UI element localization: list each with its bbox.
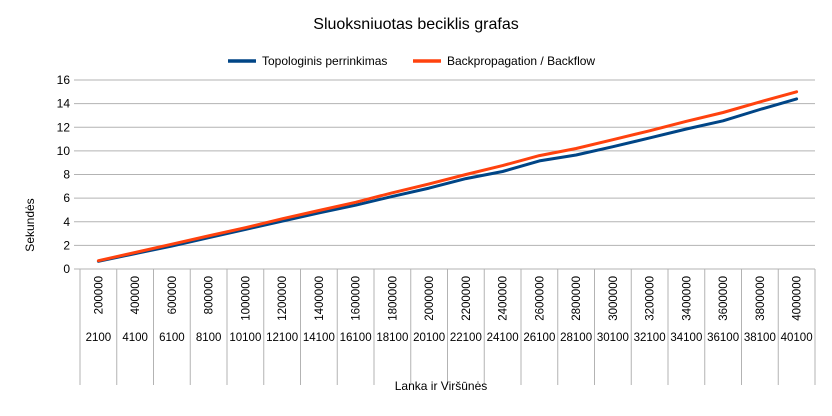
y-tick-label: 4 <box>63 215 70 229</box>
x-category-vertices-label: 34100 <box>670 332 702 344</box>
y-tick-label: 10 <box>57 144 71 158</box>
legend: Topologinis perrinkimas Backpropagation … <box>228 54 595 68</box>
x-category-edges-label: 200000 <box>93 276 105 314</box>
x-category-edges-label: 2800000 <box>571 276 583 321</box>
x-category-edges-label: 1000000 <box>240 276 252 321</box>
x-category-edges-label: 2600000 <box>534 276 546 321</box>
x-category-vertices-label: 12100 <box>266 332 298 344</box>
x-category-edges-label: 400000 <box>130 276 142 314</box>
x-category-vertices-label: 40100 <box>781 332 813 344</box>
x-category-edges-label: 3200000 <box>645 276 657 321</box>
series-line-0 <box>96 97 799 263</box>
x-category-vertices-label: 10100 <box>229 332 261 344</box>
plot-lines <box>96 90 799 263</box>
x-category-edges-label: 2000000 <box>424 276 436 321</box>
y-tick-label: 2 <box>63 238 70 252</box>
x-category-vertices-label: 30100 <box>597 332 629 344</box>
x-category-edges-label: 3000000 <box>608 276 620 321</box>
x-category-vertices-label: 4100 <box>122 332 148 344</box>
x-category-vertices-label: 16100 <box>340 332 372 344</box>
x-category-edges-label: 3600000 <box>718 276 730 321</box>
x-category-vertices-label: 6100 <box>159 332 185 344</box>
x-category-vertices-label: 20100 <box>413 332 445 344</box>
y-axis-title: Sekundės <box>23 198 37 251</box>
x-category-edges-label: 1800000 <box>387 276 399 321</box>
x-category-edges-label: 2400000 <box>498 276 510 321</box>
x-category-edges-label: 800000 <box>204 276 216 314</box>
x-axis-title: Lanka ir Viršūnės <box>395 379 488 393</box>
y-tick-label: 14 <box>57 97 71 111</box>
x-category-edges-label: 1600000 <box>351 276 363 321</box>
x-category-vertices-label: 8100 <box>196 332 222 344</box>
chart-title: Sluoksniuotas beciklis grafas <box>313 16 518 33</box>
x-category-vertices-label: 36100 <box>707 332 739 344</box>
x-category-edges-label: 1200000 <box>277 276 289 321</box>
x-category-vertices-label: 14100 <box>303 332 335 344</box>
x-category-vertices-label: 26100 <box>523 332 555 344</box>
y-tick-label: 8 <box>63 168 70 182</box>
x-category-vertices-label: 28100 <box>560 332 592 344</box>
x-category-vertices-label: 2100 <box>86 332 112 344</box>
y-tick-label: 6 <box>63 191 70 205</box>
y-tick-label: 0 <box>63 262 70 276</box>
x-category-edges-label: 3400000 <box>681 276 693 321</box>
y-tick-label: 12 <box>57 120 71 134</box>
x-category-vertices-label: 38100 <box>744 332 776 344</box>
x-category-vertices-label: 24100 <box>487 332 519 344</box>
x-category-edges-label: 2200000 <box>461 276 473 321</box>
x-category-edges-label: 3800000 <box>755 276 767 321</box>
legend-label-backpropagation: Backpropagation / Backflow <box>447 54 595 68</box>
y-tick-label: 16 <box>57 73 71 87</box>
x-category-vertices-label: 22100 <box>450 332 482 344</box>
x-category-vertices-label: 18100 <box>376 332 408 344</box>
x-category-edges-label: 600000 <box>167 276 179 314</box>
y-axis-ticks: 0 2 4 6 8 10 12 14 16 <box>57 73 71 276</box>
series-line-1 <box>96 90 799 263</box>
legend-label-topologinis: Topologinis perrinkimas <box>262 54 387 68</box>
x-category-edges-label: 1400000 <box>314 276 326 321</box>
x-category-vertices-label: 32100 <box>634 332 666 344</box>
x-category-edges-label: 4000000 <box>792 276 804 321</box>
x-axis-category-table: 200000 2100 400000 4100 600000 6100 800000 8100… <box>79 268 816 385</box>
